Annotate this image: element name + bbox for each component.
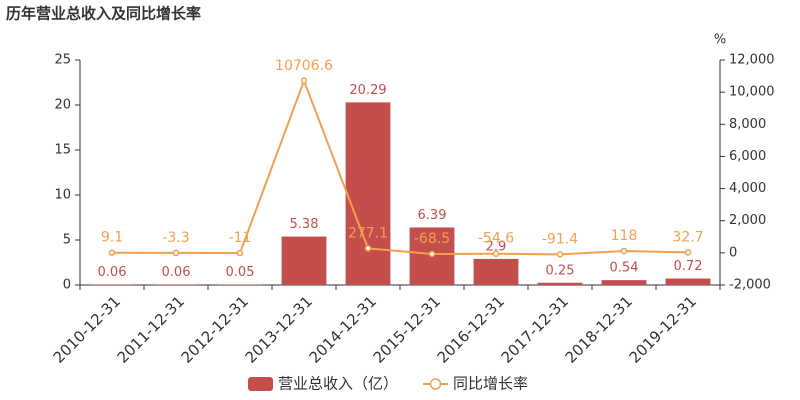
line-point (620, 247, 628, 255)
bar-value-label: 2.9 (486, 239, 507, 254)
y2-tick-label: 0 (729, 245, 737, 260)
y-tick-label: 0 (63, 278, 71, 293)
line (111, 77, 689, 256)
line-value-label: -54.6 (478, 231, 514, 247)
bar-value-label: 0.06 (98, 265, 127, 280)
x-tick-label: 2011-12-31 (114, 292, 188, 366)
x-tick-label: 2016-12-31 (434, 292, 508, 366)
x-tick-label: 2017-12-31 (498, 292, 572, 366)
bar (89, 284, 135, 285)
y2-axis-label: % (714, 33, 726, 48)
y2-tick-label: 4,000 (729, 181, 766, 196)
bar-value-label: 0.72 (674, 259, 703, 274)
line-value-label: -3.3 (162, 230, 189, 246)
line-point (492, 250, 500, 257)
bar (345, 102, 391, 285)
legend-label: 营业总收入（亿） (278, 375, 398, 393)
bar (153, 284, 199, 285)
y-tick-label: 25 (54, 53, 71, 68)
legend-label: 同比增长率 (453, 375, 528, 393)
line-value-label: 9.1 (101, 230, 123, 246)
y-tick-label: 15 (54, 143, 71, 158)
x-tick-label: 2010-12-31 (50, 292, 124, 366)
line-point (684, 249, 692, 256)
y2-tick-label: 2,000 (729, 213, 766, 228)
bar (537, 282, 583, 285)
line-point (364, 245, 372, 252)
bar-value-label: 5.38 (290, 217, 319, 232)
y2-tick-label: 12,000 (729, 53, 775, 68)
bar (665, 278, 711, 285)
line-point (236, 249, 244, 257)
bar-value-label: 0.25 (546, 263, 575, 278)
y-tick-label: 10 (54, 188, 71, 203)
line-value-label: 32.7 (672, 229, 703, 245)
y2-tick-label: 8,000 (729, 117, 766, 132)
bar-value-label: 20.29 (349, 83, 386, 98)
line-point (300, 77, 308, 85)
legend-swatch (248, 377, 273, 391)
bar (281, 236, 327, 285)
line-value-label: -68.5 (414, 231, 450, 247)
y-tick-label: 5 (63, 233, 71, 248)
line-value-label: -91.4 (542, 231, 578, 247)
line-point (108, 249, 116, 256)
x-tick-label: 2014-12-31 (306, 292, 380, 366)
y-tick-label: 20 (54, 98, 71, 113)
line-value-label: -11 (229, 230, 252, 246)
bar (601, 280, 647, 285)
line-point (428, 250, 436, 258)
line-value-label: 277.1 (348, 225, 388, 241)
x-tick-label: 2012-12-31 (178, 292, 252, 366)
bar-value-label: 6.39 (418, 208, 447, 223)
y2-tick-label: 6,000 (729, 149, 766, 164)
line-value-label: 118 (611, 228, 638, 244)
x-tick-label: 2018-12-31 (562, 292, 636, 366)
bar (473, 258, 519, 285)
chart-title: 历年营业总收入及同比增长率 (6, 5, 201, 23)
legend-swatch (429, 378, 442, 390)
x-tick-label: 2013-12-31 (242, 292, 316, 366)
line-point (172, 249, 180, 257)
x-tick-label: 2019-12-31 (626, 292, 700, 366)
line-value-label: 10706.6 (275, 58, 333, 74)
line-point (556, 251, 564, 258)
x-tick-label: 2015-12-31 (370, 292, 444, 366)
bar-value-label: 0.05 (226, 265, 255, 280)
bar-value-label: 0.06 (162, 265, 191, 280)
y2-tick-label: -2,000 (729, 278, 771, 293)
y2-tick-label: 10,000 (729, 85, 775, 100)
bar-value-label: 0.54 (610, 261, 639, 276)
